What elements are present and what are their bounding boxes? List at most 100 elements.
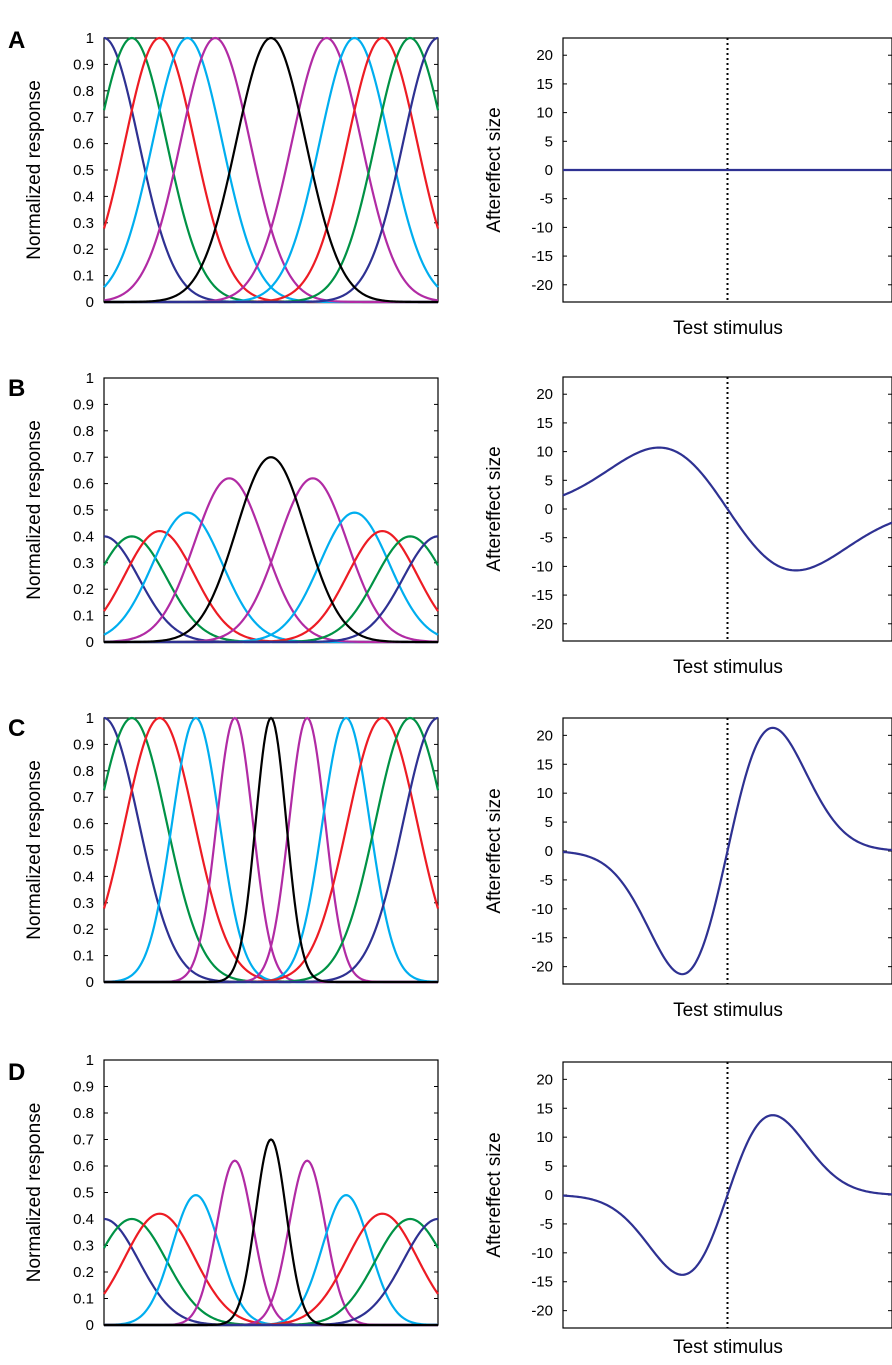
y-tick-label: 0.2 [73,1264,94,1281]
y-tick-label: 0.1 [73,268,94,285]
y-tick-label: 5 [545,1158,553,1175]
aftereffect-curve [562,726,892,976]
y-tick-label: 1 [86,1052,94,1069]
y-tick-label: 0 [545,1187,553,1204]
y-tick-label: 0 [86,1317,94,1334]
y-tick-label: 20 [536,47,553,64]
panel-letter: C [8,715,25,742]
tuning-curve-green [103,1217,438,1327]
y-tick-label: 15 [536,76,553,93]
y-axis-label: Aftereffect size [484,1132,505,1257]
y-tick-label: 0.6 [73,476,94,493]
y-tick-label: -20 [531,277,553,294]
y-tick-label: -5 [540,872,553,889]
tuning-curve-cyan [104,36,439,304]
response-plot-c: C 0 0.1 0.2 0.3 0.4 0.5 0.6 0.7 0.8 0.9 1 Normalized… [8,710,440,991]
y-tick-label: 20 [536,727,553,744]
y-tick-label: 0.4 [73,528,94,545]
y-tick-label: -5 [540,191,553,208]
tuning-curve-black [104,36,438,304]
tuning-curve-blue [103,36,438,304]
y-tick-label: 10 [536,785,553,802]
aftereffect-curve [562,446,892,572]
y-tick-label: 0.5 [73,842,94,859]
tuning-curve-cyan [103,36,438,304]
y-tick-label: -20 [531,959,553,976]
tuning-curve-magenta [104,1159,438,1327]
x-axis-label: Test stimulus [673,1337,783,1358]
plot-frame [103,1059,439,1326]
y-tick-label: 10 [536,1129,553,1146]
y-tick-label: -5 [540,1216,553,1233]
y-tick-label: -20 [531,616,553,633]
y-tick-label: 0.1 [73,608,94,625]
tuning-curve-green [104,36,440,304]
tuning-curve-green [102,36,438,304]
tuning-curve-blue [104,1217,439,1327]
y-tick-label: 0.3 [73,895,94,912]
tuning-curve-magenta [104,36,439,304]
y-tick-label: -15 [531,1274,553,1291]
y-tick-label: -10 [531,219,553,236]
y-axis-label: Aftereffect size [484,107,505,232]
response-plot-d: D 0 0.1 0.2 0.3 0.4 0.5 0.6 0.7 0.8 0.9 1 Normalized… [8,1052,439,1334]
y-tick-label: 0 [86,634,94,651]
y-tick-label: 0.7 [73,1132,94,1149]
y-tick-label: 0 [545,501,553,518]
tuning-curve-magenta [103,36,438,304]
y-tick-label: -10 [531,1245,553,1262]
y-tick-label: 0 [86,974,94,991]
y-axis-label: Normalized response [24,80,45,260]
tuning-curve-red [103,1212,438,1327]
tuning-curve-black [104,456,438,644]
tuning-curve-red [102,36,438,304]
y-tick-label: 0.7 [73,109,94,126]
y-tick-label: 20 [536,386,553,403]
y-tick-label: 1 [86,370,94,387]
y-tick-label: -5 [540,530,553,547]
y-tick-label: 0.6 [73,1158,94,1175]
y-tick-label: -15 [531,587,553,604]
y-tick-label: 0.7 [73,449,94,466]
tuning-curve-blue [104,36,439,304]
y-tick-label: 0.8 [73,1105,94,1122]
y-tick-label: 1 [86,30,94,47]
response-plot-b: B 0 0.1 0.2 0.3 0.4 0.5 0.6 0.7 0.8 0.9 1 Normalized… [8,370,439,651]
y-axis-label: Normalized response [24,760,45,940]
y-tick-label: 0.4 [73,1211,94,1228]
y-tick-label: -10 [531,901,553,918]
y-tick-label: 0.7 [73,789,94,806]
y-tick-label: 0.2 [73,241,94,258]
y-tick-label: 10 [536,105,553,122]
y-tick-label: 5 [545,814,553,831]
y-tick-label: 15 [536,1100,553,1117]
y-tick-label: 0.2 [73,581,94,598]
y-tick-label: 0.4 [73,188,94,205]
x-axis-label: Test stimulus [673,657,783,678]
y-axis-label: Aftereffect size [484,788,505,913]
tuning-curve-magenta [104,716,438,984]
y-axis-label: Aftereffect size [484,446,505,571]
y-tick-label: 0.9 [73,736,94,753]
y-tick-label: 20 [536,1071,553,1088]
y-tick-label: 1 [86,710,94,727]
y-tick-label: 0.9 [73,56,94,73]
y-tick-label: 0.3 [73,555,94,572]
y-axis-label: Normalized response [24,420,45,600]
panel-letter: D [8,1059,25,1086]
y-tick-label: 0.6 [73,816,94,833]
tuning-curve-red [104,1212,439,1327]
y-tick-label: 0.2 [73,921,94,938]
y-tick-label: -20 [531,1303,553,1320]
plot-frame [103,377,439,643]
aftereffect-curve [562,1114,892,1276]
y-tick-label: 0 [545,843,553,860]
y-tick-label: 0.5 [73,1185,94,1202]
response-plot-a: A 0 0.1 0.2 0.3 0.4 0.5 0.6 0.7 0.8 0.9 1 Normalized… [8,27,440,311]
y-tick-label: 0.6 [73,136,94,153]
y-tick-label: 0 [86,294,94,311]
y-tick-label: 0.1 [73,948,94,965]
y-tick-label: 15 [536,415,553,432]
tuning-curve-red [104,36,440,304]
